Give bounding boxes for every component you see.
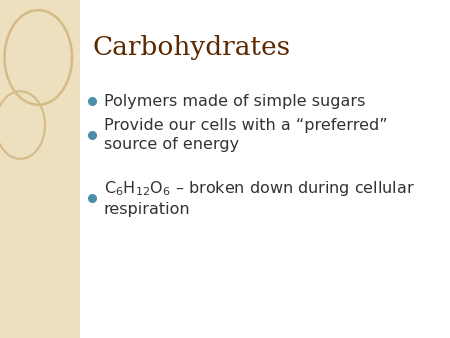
Bar (0, 0, 80, 338)
Text: $\mathregular{C_6H_{12}O_6}$ – broken down during cellular
respiration: $\mathregular{C_6H_{12}O_6}$ – broken do… (104, 178, 414, 217)
Text: Polymers made of simple sugars: Polymers made of simple sugars (104, 94, 365, 109)
Text: Provide our cells with a “preferred”
source of energy: Provide our cells with a “preferred” sou… (104, 118, 387, 152)
Text: Carbohydrates: Carbohydrates (92, 35, 290, 61)
